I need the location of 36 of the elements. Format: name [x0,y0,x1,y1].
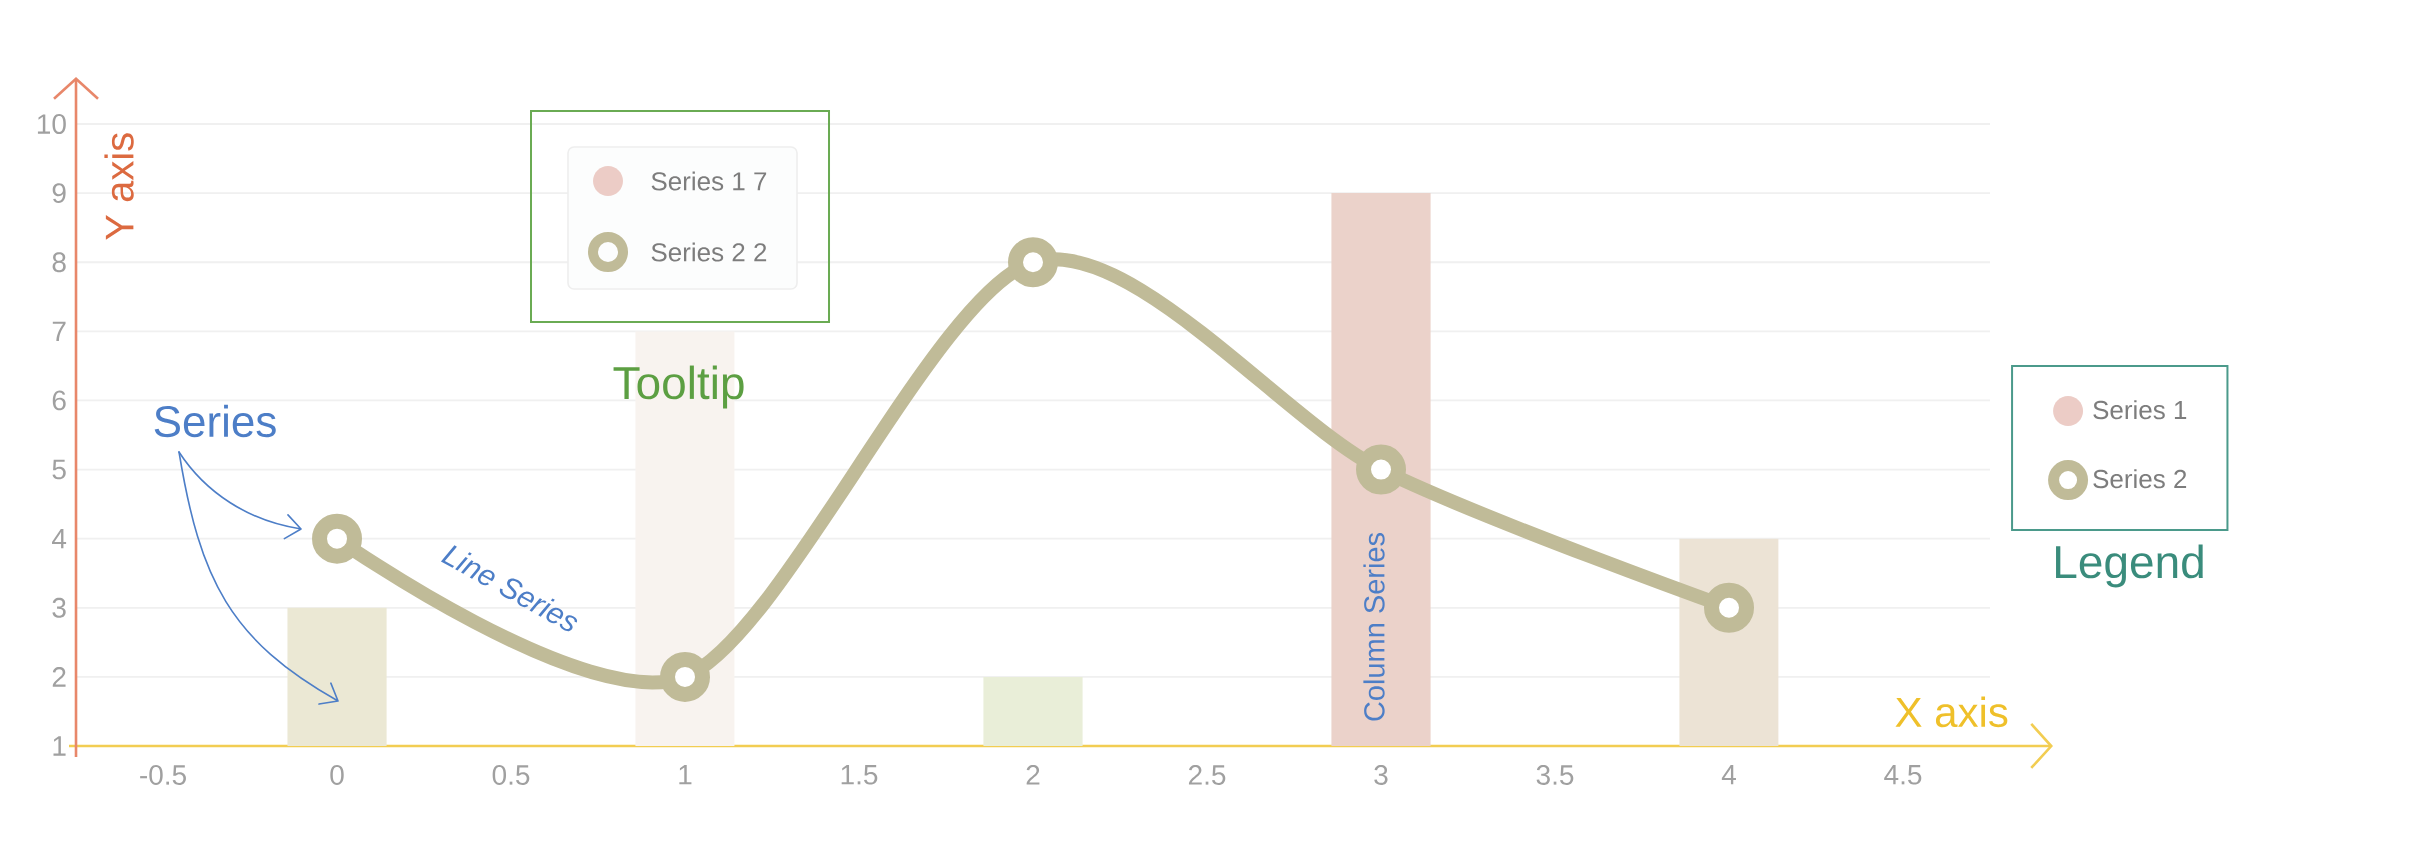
x-tick-label: 1 [679,765,692,785]
y-axis-title: Y axis [104,133,134,240]
point [1008,237,1059,288]
annotation: Tooltip [613,365,744,409]
point [312,513,363,564]
y-tick-label: 8 [52,252,66,273]
x-tick-label: 2.5 [1188,765,1226,785]
point [1704,582,1755,633]
x-tick-label: -0.5 [140,765,186,785]
x-axis-title: X axis [1895,696,2008,728]
y-tick-label: 5 [52,459,66,480]
point [1356,444,1407,495]
x-tick-label: 0 [330,765,344,785]
y-tick-label: 2 [52,667,66,687]
x-tick-label: 3 [1374,765,1388,785]
annotation: Series 2 2 [651,242,767,262]
text: Legend [2056,544,2203,588]
y-tick-label: 9 [52,183,66,204]
x-tick-label: 2 [1026,765,1040,785]
x-tick-label: 1.5 [841,765,878,785]
y-tick-label: 6 [52,390,66,411]
y-tick-label: 7 [52,321,66,341]
point [660,651,711,702]
legend-label: Series 2 [2093,469,2187,489]
x-tick-label: 3.5 [1536,765,1574,785]
legend-label: Series 1 [2093,400,2187,420]
annotation: Series 1 7 [651,171,767,191]
y-tick-label: 1 [53,736,66,756]
x-tick-label: 0.5 [492,765,530,785]
y-tick-label: 3 [52,597,66,618]
x-tick-label: 4.5 [1884,765,1922,785]
annotation: Column Series [1363,533,1385,721]
y-tick-label: 4 [52,529,67,549]
x-tick-label: 4 [1721,765,1736,785]
y-tick-label: 10 [37,114,66,134]
annotation: Series [154,404,276,438]
